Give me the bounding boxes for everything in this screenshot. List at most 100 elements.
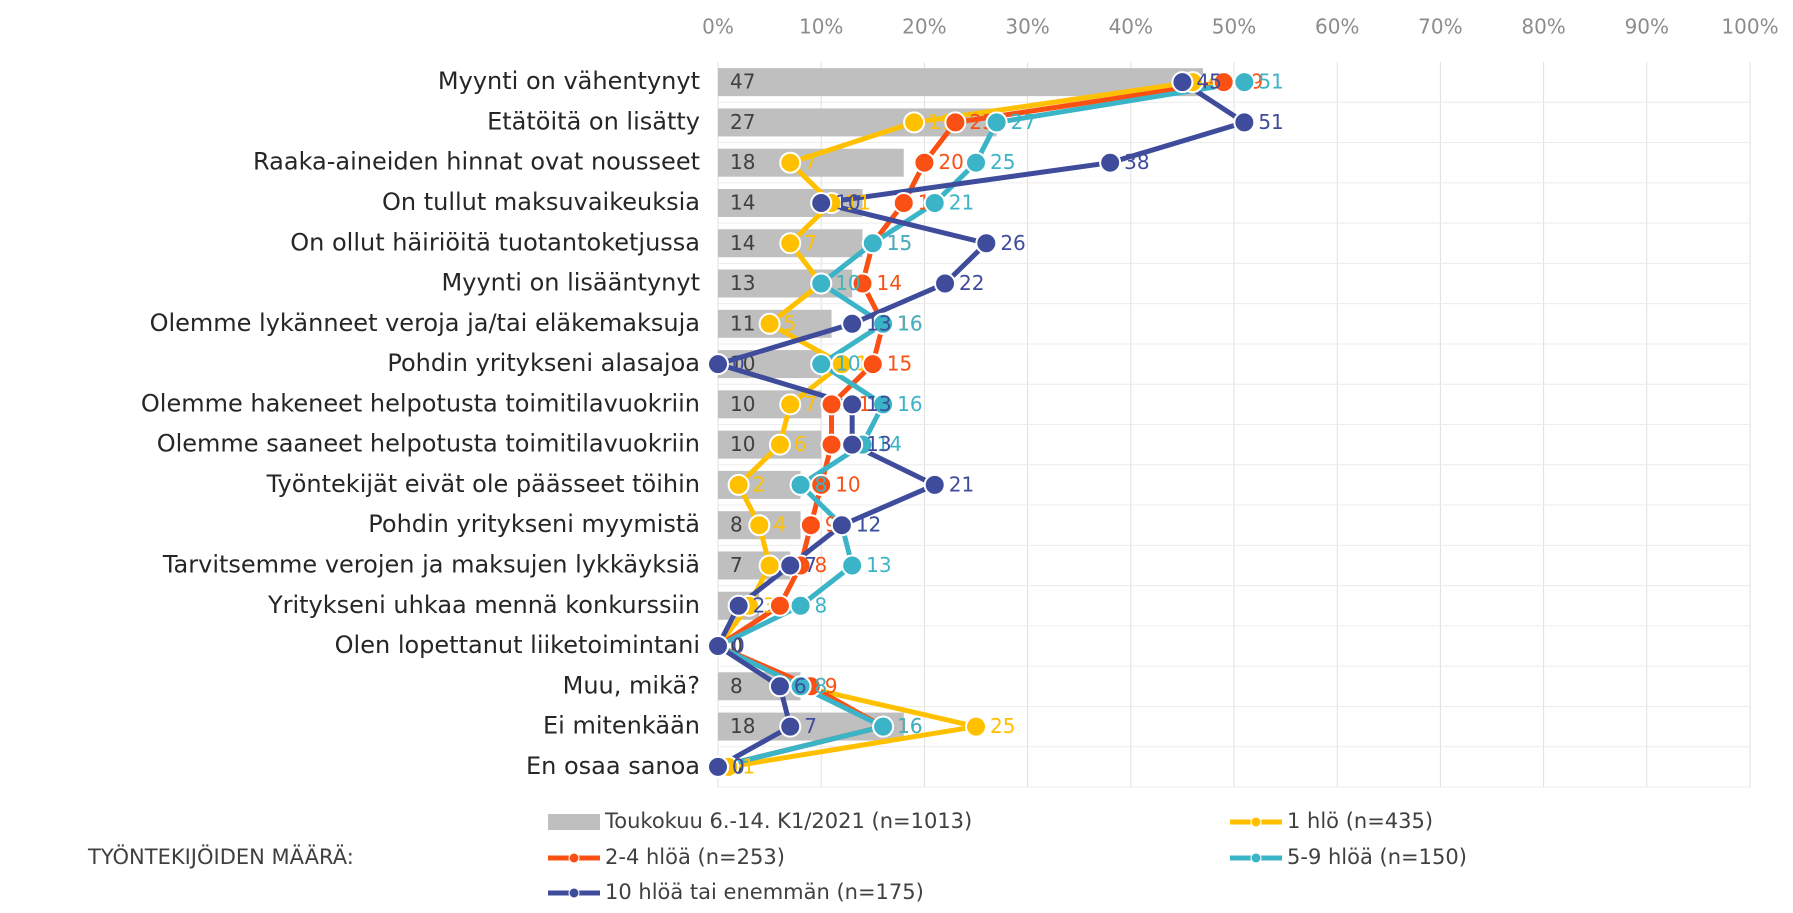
- category-label: Raaka-aineiden hinnat ovat nousseet: [253, 148, 700, 176]
- data-label: 45: [1196, 70, 1221, 94]
- data-label: 18: [730, 714, 755, 738]
- legend-title: TYÖNTEKIJÖIDEN MÄÄRÄ:: [87, 844, 354, 869]
- data-label: 10: [835, 271, 860, 295]
- category-label: Yritykseni uhkaa mennä konkurssiin: [267, 591, 700, 619]
- data-label: 47: [730, 70, 755, 94]
- data-label: 7: [804, 231, 817, 255]
- marker: [1233, 111, 1256, 134]
- data-label: 51: [1258, 70, 1283, 94]
- category-label: Pohdin yritykseni myymistä: [368, 510, 700, 538]
- data-label: 51: [1258, 110, 1283, 134]
- marker: [779, 393, 802, 416]
- marker: [985, 111, 1008, 134]
- category-label: Muu, mikä?: [563, 671, 700, 699]
- data-label: 25: [990, 150, 1015, 174]
- category-label: Olemme lykänneet veroja ja/tai eläkemaks…: [150, 309, 700, 337]
- data-label: 4: [773, 513, 786, 537]
- marker: [872, 715, 895, 738]
- data-label: 1: [742, 754, 755, 778]
- marker: [779, 554, 802, 577]
- data-label: 0: [732, 634, 745, 658]
- marker: [758, 312, 781, 335]
- category-label: Myynti on vähentynyt: [438, 67, 700, 95]
- marker: [779, 715, 802, 738]
- data-label: 22: [959, 271, 984, 295]
- marker: [903, 111, 926, 134]
- data-label: 16: [897, 714, 922, 738]
- data-label: 13: [866, 311, 891, 335]
- marker: [727, 594, 750, 617]
- marker: [748, 514, 771, 537]
- data-label: 9: [825, 674, 838, 698]
- marker: [851, 272, 874, 295]
- data-label: 10: [835, 472, 860, 496]
- data-label: 2: [753, 472, 766, 496]
- marker: [1233, 71, 1256, 94]
- data-label: 0: [732, 754, 745, 778]
- x-tick-label: 50%: [1212, 15, 1256, 39]
- marker: [913, 151, 936, 174]
- category-label: Työntekijät eivät ole päässeet töihin: [266, 470, 700, 498]
- x-tick-label: 10%: [799, 15, 843, 39]
- data-label: 25: [990, 714, 1015, 738]
- data-label: 10: [835, 190, 860, 214]
- marker: [789, 594, 812, 617]
- data-label: 10: [730, 392, 755, 416]
- marker: [820, 393, 843, 416]
- marker: [799, 514, 822, 537]
- marker: [768, 594, 791, 617]
- data-label: 8: [730, 513, 743, 537]
- marker: [841, 312, 864, 335]
- data-label: 5: [784, 311, 797, 335]
- marker: [841, 393, 864, 416]
- data-label: 0: [732, 754, 745, 778]
- legend-swatch: [568, 852, 580, 864]
- legend-label: Toukokuu 6.-14. K1/2021 (n=1013): [604, 809, 972, 833]
- marker: [934, 272, 957, 295]
- x-tick-label: 20%: [902, 15, 946, 39]
- data-label: 11: [846, 190, 871, 214]
- data-label: 6: [794, 432, 807, 456]
- data-label: 15: [887, 352, 912, 376]
- data-label: 7: [804, 392, 817, 416]
- data-label: 15: [887, 231, 912, 255]
- marker: [768, 433, 791, 456]
- data-label: 12: [856, 513, 881, 537]
- x-tick-label: 80%: [1521, 15, 1565, 39]
- marker: [707, 353, 729, 376]
- data-label: 27: [730, 110, 755, 134]
- legend-swatch: [1250, 816, 1262, 828]
- marker: [975, 232, 998, 255]
- x-tick-label: 90%: [1625, 15, 1669, 39]
- category-label: Olemme hakeneet helpotusta toimitilavuok…: [141, 389, 700, 417]
- marker: [923, 473, 946, 496]
- marker: [944, 111, 967, 134]
- data-label: 7: [730, 553, 743, 577]
- category-label: Etätöitä on lisätty: [487, 107, 700, 135]
- marker: [779, 232, 802, 255]
- legend-swatch: [568, 887, 580, 899]
- data-label: 2: [753, 593, 766, 617]
- data-label: 0: [732, 634, 745, 658]
- data-label: 0: [732, 352, 745, 376]
- marker: [768, 675, 791, 698]
- x-tick-label: 60%: [1315, 15, 1359, 39]
- data-label: 13: [866, 432, 891, 456]
- marker: [789, 473, 812, 496]
- x-tick-label: 40%: [1109, 15, 1153, 39]
- marker: [707, 635, 729, 658]
- data-label: 8: [730, 674, 743, 698]
- data-label: 38: [1124, 150, 1149, 174]
- marker: [810, 191, 833, 214]
- marker: [923, 191, 946, 214]
- data-label: 6: [794, 674, 807, 698]
- data-label: 8: [815, 472, 828, 496]
- data-label: 0: [732, 634, 745, 658]
- data-label: 7: [804, 714, 817, 738]
- data-label: 7: [804, 553, 817, 577]
- marker: [707, 755, 729, 778]
- marker: [727, 473, 750, 496]
- data-label: 7: [804, 150, 817, 174]
- x-tick-label: 70%: [1418, 15, 1462, 39]
- data-label: 15: [887, 231, 912, 255]
